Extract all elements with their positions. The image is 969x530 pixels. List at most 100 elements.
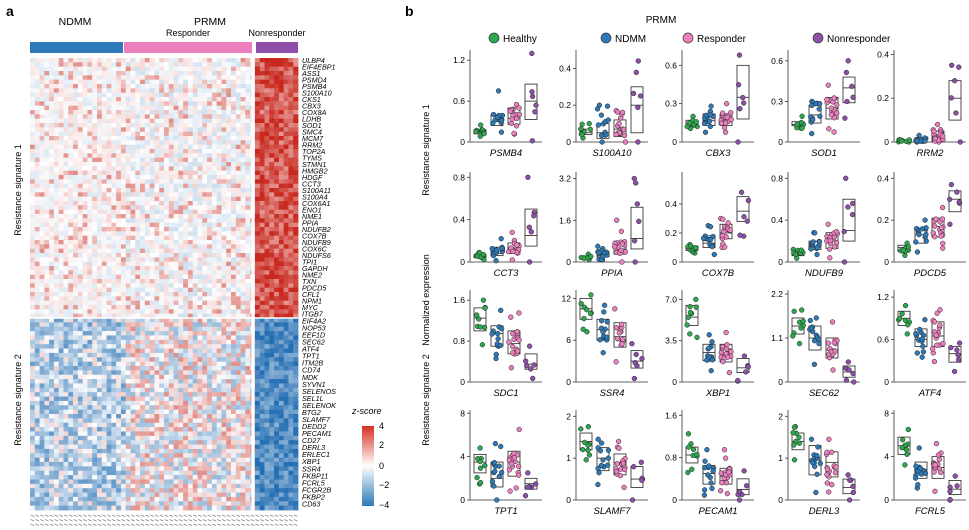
heatmap-cell (231, 144, 237, 150)
heatmap-cell (149, 123, 155, 128)
heatmap-cell (240, 149, 246, 154)
heatmap-cell (221, 231, 227, 237)
heatmap-cell (82, 71, 88, 76)
heatmap-cell (211, 387, 218, 393)
heatmap-cell (30, 352, 36, 358)
heatmap-cell (53, 287, 60, 293)
heatmap-cell (39, 270, 45, 276)
heatmap-cell (173, 118, 179, 124)
heatmap-cell (211, 422, 218, 428)
heatmap-cell (49, 292, 55, 297)
heatmap-cell (63, 392, 69, 397)
heatmap-cell (92, 261, 98, 267)
heatmap-cell (231, 440, 237, 445)
heatmap-cell (149, 222, 155, 228)
heatmap-cell (125, 387, 131, 393)
heatmap-cell (211, 409, 218, 415)
heatmap-cell (221, 366, 227, 371)
heatmap-cell (269, 253, 275, 258)
heatmap-cell (58, 75, 64, 81)
heatmap-cell (264, 248, 270, 254)
heatmap-cell (77, 414, 84, 419)
heatmap-cell (49, 201, 55, 206)
heatmap-cell (202, 175, 208, 180)
heatmap-cell (278, 84, 285, 89)
heatmap-cell (58, 266, 64, 271)
heatmap-cell (231, 58, 237, 63)
heatmap-cell (269, 326, 275, 332)
heatmap-cell (183, 313, 189, 319)
heatmap-cell (101, 84, 107, 89)
heatmap-cell (178, 300, 184, 306)
heatmap-cell (187, 105, 194, 111)
heatmap-cell (187, 75, 194, 81)
heatmap-cell (269, 287, 275, 293)
heatmap-cell (149, 335, 155, 341)
heatmap-cell (221, 127, 227, 133)
heatmap-cell (278, 387, 285, 393)
heatmap-cell (178, 318, 184, 323)
heatmap-cell (231, 127, 237, 133)
heatmap-cell (231, 201, 237, 206)
heatmap-cell (293, 244, 299, 250)
heatmap-cell (164, 270, 170, 276)
heatmap-cell (44, 257, 50, 263)
heatmap-cell (101, 335, 107, 341)
heatmap-cell (168, 205, 174, 211)
heatmap-cell (58, 118, 64, 124)
heatmap-cell (240, 222, 246, 228)
heatmap-cell (149, 97, 155, 102)
heatmap-cell (53, 166, 60, 172)
heatmap-cell (164, 422, 170, 428)
heatmap-cell (274, 92, 280, 98)
heatmap-cell (293, 84, 299, 89)
heatmap-cell (216, 201, 222, 206)
heatmap-cell (269, 66, 275, 72)
heatmap-cell (211, 296, 218, 302)
heatmap-cell (159, 140, 165, 146)
heatmap-cell (192, 431, 198, 437)
heatmap-cell (77, 266, 84, 271)
heatmap-cell (68, 66, 74, 72)
heatmap-cell (221, 88, 227, 94)
heatmap-cell (44, 175, 50, 180)
heatmap-cell (183, 75, 189, 81)
heatmap-cell (39, 179, 45, 185)
heatmap-cell (58, 166, 64, 172)
heatmap-cell (207, 431, 213, 437)
heatmap-cell (226, 374, 232, 380)
heatmap-cell (226, 361, 232, 367)
heatmap-cell (68, 58, 74, 63)
heatmap-cell (101, 326, 107, 332)
heatmap-cell (159, 270, 165, 276)
heatmap-cell (187, 414, 194, 419)
heatmap-cell (149, 157, 155, 163)
heatmap-cell (207, 396, 213, 402)
heatmap-cell (149, 166, 155, 172)
heatmap-cell (159, 361, 165, 367)
heatmap-cell (87, 335, 93, 341)
heatmap-cell (53, 170, 60, 176)
heatmap-cell (97, 183, 103, 189)
heatmap-cell (197, 387, 203, 393)
heatmap-cell (283, 71, 289, 76)
heatmap-cell (221, 287, 227, 293)
heatmap-cell (149, 75, 155, 81)
heatmap-cell (44, 222, 50, 228)
heatmap-cell (183, 209, 189, 215)
heatmap-cell (235, 209, 241, 215)
heatmap-cell (82, 231, 88, 237)
heatmap-cell (226, 140, 232, 146)
heatmap-cell (125, 179, 131, 185)
heatmap-cell (164, 352, 170, 358)
heatmap-cell (44, 92, 50, 98)
heatmap-cell (269, 123, 275, 128)
heatmap-cell (288, 283, 294, 289)
heatmap-cell (202, 201, 208, 206)
heatmap-cell (77, 318, 84, 323)
heatmap-cell (73, 183, 79, 189)
heatmap-cell (235, 162, 241, 167)
heatmap-cell (63, 318, 69, 323)
heatmap-cell (240, 348, 246, 354)
heatmap-cell (197, 227, 203, 232)
